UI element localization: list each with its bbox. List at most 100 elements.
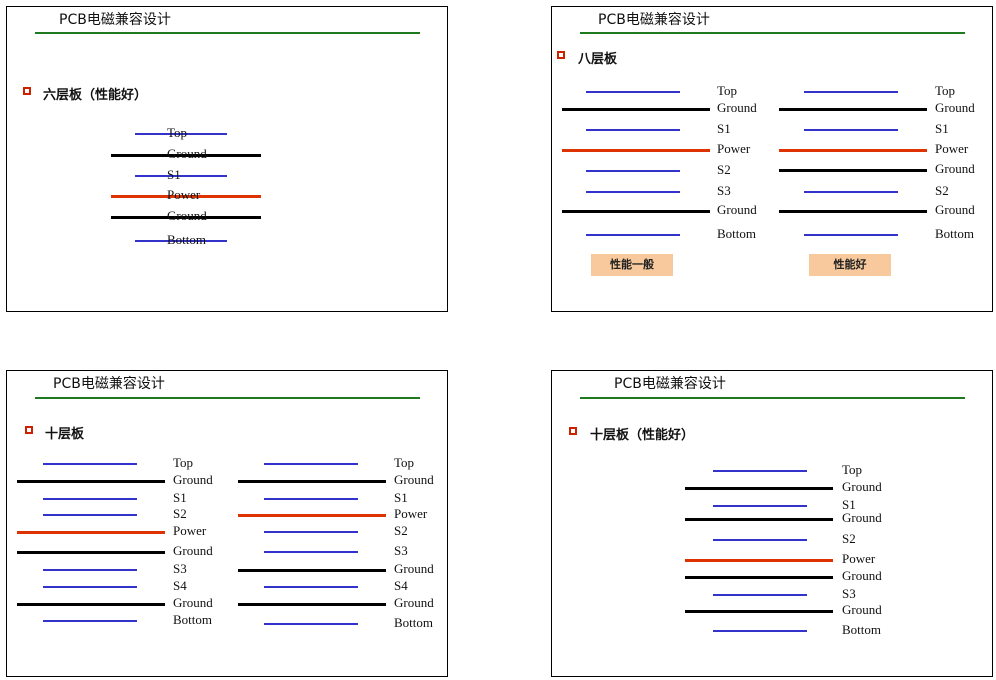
power-layer-line (111, 195, 261, 198)
signal-layer-line (713, 539, 807, 541)
slide-ten-layer: PCB电磁兼容设计 十层板 Top Ground S1 S2 Power Ground S3… (6, 370, 448, 677)
title-rule (580, 397, 965, 399)
layer-label: Ground (173, 472, 213, 487)
ground-layer-line (685, 518, 833, 521)
ground-layer-line (111, 216, 261, 219)
layer-label: S2 (935, 183, 949, 198)
signal-layer-line (264, 531, 358, 533)
slide-heading: 八层板 (578, 52, 618, 67)
signal-layer-line (713, 594, 807, 596)
layer-label: Top (394, 455, 415, 470)
layer-label: Ground (842, 602, 882, 617)
signal-layer-line (43, 569, 137, 571)
slide-title: PCB电磁兼容设计 (53, 376, 165, 392)
slide-eight-layer: PCB电磁兼容设计 八层板 性能一般 性能好 Top Ground S1 Power S… (551, 6, 993, 312)
layer-label: Bottom (173, 612, 213, 627)
layer-label: S2 (717, 162, 731, 177)
signal-layer-line (264, 463, 358, 465)
slide-heading: 十层板（性能好） (590, 428, 695, 443)
layer-label: S1 (394, 490, 408, 505)
signal-layer-line (804, 234, 898, 236)
layer-label: S3 (173, 561, 187, 576)
signal-layer-line (43, 463, 137, 465)
performance-badge: 性能一般 (591, 254, 673, 276)
performance-badge: 性能好 (809, 254, 891, 276)
signal-layer-line (713, 470, 807, 472)
slide-title: PCB电磁兼容设计 (614, 376, 726, 392)
layer-label: Ground (842, 568, 882, 583)
layer-label: S3 (842, 586, 856, 601)
ground-layer-line (17, 480, 165, 483)
slide-ten-layer-good: PCB电磁兼容设计 十层板（性能好） Top Ground S1 Ground S2 Po… (551, 370, 993, 677)
signal-layer-line (43, 586, 137, 588)
ground-layer-line (562, 210, 710, 213)
layer-label: Ground (167, 208, 207, 223)
ground-layer-line (685, 487, 833, 490)
layer-label: S1 (717, 121, 731, 136)
layer-label: S3 (717, 183, 731, 198)
layer-label: S1 (842, 497, 856, 512)
layer-label: Ground (717, 202, 757, 217)
layer-label: Power (167, 187, 201, 202)
layer-label: Ground (842, 479, 882, 494)
layer-label: Top (173, 455, 194, 470)
slide-title: PCB电磁兼容设计 (59, 12, 171, 28)
layer-label: Ground (173, 543, 213, 558)
title-rule (580, 32, 965, 34)
layer-label: Ground (935, 100, 975, 115)
signal-layer-line (264, 498, 358, 500)
layer-label: Ground (167, 146, 207, 161)
layer-label: Ground (173, 595, 213, 610)
slide-heading: 十层板 (45, 427, 85, 442)
layer-label: Power (394, 506, 428, 521)
signal-layer-line (804, 129, 898, 131)
ground-layer-line (779, 108, 927, 111)
layer-label: Bottom (394, 615, 434, 630)
signal-layer-line (43, 514, 137, 516)
power-layer-line (238, 514, 386, 517)
slide-heading: 六层板（性能好） (43, 88, 148, 103)
bullet-icon (557, 51, 565, 59)
layer-label: Top (842, 462, 863, 477)
signal-layer-line (713, 630, 807, 632)
signal-layer-line (586, 170, 680, 172)
layer-label: Top (167, 125, 188, 140)
bullet-icon (569, 427, 577, 435)
layer-label: Ground (394, 561, 434, 576)
signal-layer-line (586, 191, 680, 193)
signal-layer-line (804, 191, 898, 193)
layer-label: Top (717, 83, 738, 98)
ground-layer-line (685, 576, 833, 579)
layer-label: S4 (394, 578, 408, 593)
power-layer-line (17, 531, 165, 534)
signal-layer-line (264, 586, 358, 588)
power-layer-line (685, 559, 833, 562)
slide-title: PCB电磁兼容设计 (598, 12, 710, 28)
layer-label: S4 (173, 578, 187, 593)
signal-layer-line (264, 551, 358, 553)
ground-layer-line (17, 551, 165, 554)
layer-label: S2 (173, 506, 187, 521)
layer-label: Ground (394, 595, 434, 610)
signal-layer-line (586, 234, 680, 236)
signal-layer-line (43, 620, 137, 622)
layer-label: Power (717, 141, 751, 156)
layer-label: S2 (394, 523, 408, 538)
signal-layer-line (135, 133, 227, 135)
signal-layer-line (264, 623, 358, 625)
layer-label: S2 (842, 531, 856, 546)
ground-layer-line (779, 169, 927, 172)
signal-layer-line (586, 129, 680, 131)
title-rule (35, 397, 420, 399)
title-rule (35, 32, 420, 34)
ground-layer-line (238, 569, 386, 572)
layer-label: Bottom (167, 232, 207, 247)
signal-layer-line (135, 175, 227, 177)
signal-layer-line (804, 91, 898, 93)
layer-label: Ground (394, 472, 434, 487)
layer-label: S1 (173, 490, 187, 505)
layer-label: Power (935, 141, 969, 156)
signal-layer-line (135, 240, 227, 242)
ground-layer-line (111, 154, 261, 157)
signal-layer-line (713, 505, 807, 507)
